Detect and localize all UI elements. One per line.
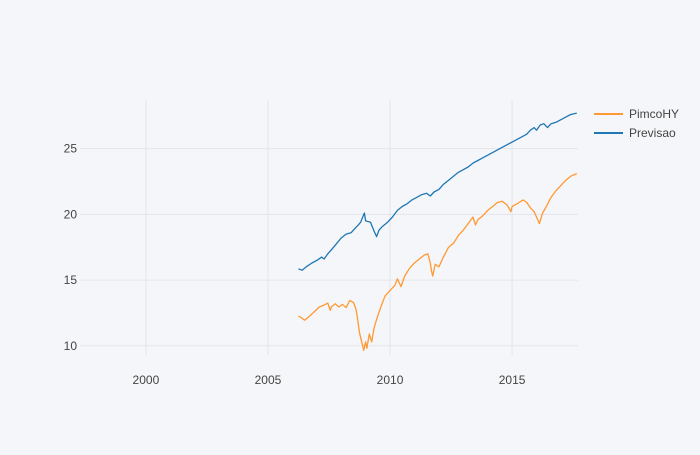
- plot-background: [80, 100, 578, 355]
- legend-item-pimcohy[interactable]: PimcoHY: [594, 107, 679, 121]
- x-tick-label-2005: 2005: [255, 373, 282, 387]
- series-line-previsao: [298, 112, 577, 271]
- y-tick-label-15: 15: [64, 273, 78, 287]
- y-tick-label-25: 25: [64, 142, 78, 156]
- x-tick-label-2015: 2015: [499, 373, 526, 387]
- y-tick-label-20: 20: [64, 207, 78, 221]
- legend[interactable]: PimcoHY Previsao: [594, 107, 679, 140]
- legend-label-previsao: Previsao: [629, 126, 676, 140]
- x-tick-label-2010: 2010: [377, 373, 404, 387]
- y-tick-label-10: 10: [64, 339, 78, 353]
- y-axis-ticks: 10 15 20 25: [64, 142, 78, 353]
- x-axis-ticks: 2000 2005 2010 2015: [133, 373, 526, 387]
- x-tick-label-2000: 2000: [133, 373, 160, 387]
- series-lines: [298, 112, 578, 352]
- legend-label-pimcohy: PimcoHY: [629, 107, 679, 121]
- legend-item-previsao[interactable]: Previsao: [594, 126, 676, 140]
- series-line-pimcohy: [298, 173, 578, 352]
